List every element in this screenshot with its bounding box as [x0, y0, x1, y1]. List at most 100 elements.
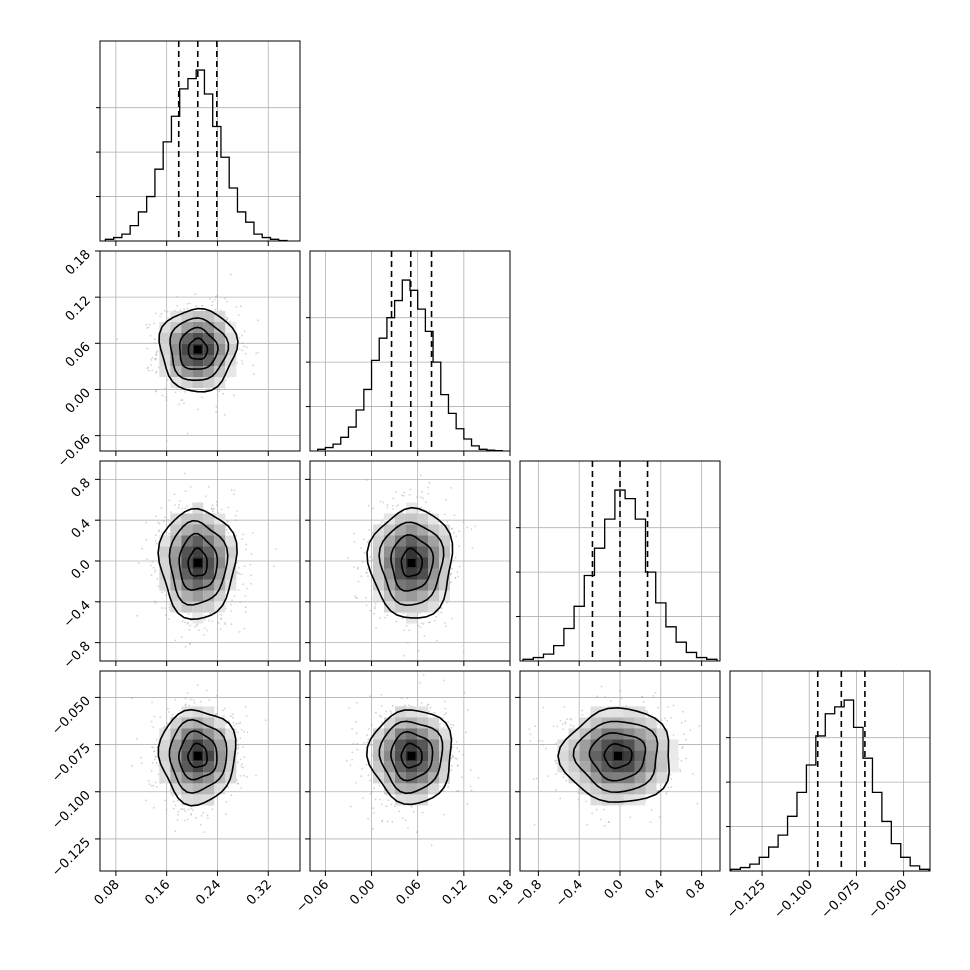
- scatter-point: [417, 649, 420, 652]
- density-cell: [417, 590, 428, 602]
- scatter-point: [380, 705, 383, 707]
- scatter-point: [229, 273, 232, 276]
- y-tick-label: −0.125: [49, 835, 94, 880]
- scatter-point: [181, 620, 184, 622]
- density-cell: [203, 322, 215, 333]
- scatter-point: [150, 784, 153, 787]
- density-cell: [417, 794, 428, 806]
- scatter-point: [474, 525, 476, 528]
- scatter-point: [204, 618, 206, 621]
- scatter-point: [244, 595, 247, 597]
- scatter-point: [427, 492, 430, 495]
- density-cell: [417, 601, 428, 613]
- scatter-point: [402, 494, 405, 497]
- scatter-point: [440, 611, 443, 614]
- scatter-point: [365, 763, 368, 766]
- scatter-point: [216, 388, 219, 391]
- scatter-point: [264, 719, 267, 722]
- scatter-point: [236, 362, 239, 364]
- scatter-point: [445, 712, 447, 715]
- density-cell: [406, 728, 417, 740]
- density-peak: [407, 751, 416, 760]
- density-cell: [417, 717, 428, 729]
- scatter-point: [161, 394, 164, 397]
- scatter-point: [168, 603, 171, 606]
- scatter-point: [402, 612, 405, 615]
- scatter-point: [238, 337, 241, 339]
- scatter-point: [160, 312, 163, 315]
- scatter-point: [444, 707, 447, 710]
- density-cell: [225, 728, 237, 740]
- scatter-point: [404, 704, 406, 707]
- density-cell: [159, 557, 171, 569]
- scatter-point: [385, 710, 388, 713]
- scatter-point: [428, 481, 431, 484]
- scatter-point: [168, 499, 171, 502]
- scatter-point: [149, 334, 152, 337]
- scatter-point: [164, 387, 167, 390]
- scatter-point: [140, 756, 142, 759]
- contour-line: [187, 547, 208, 577]
- density-cell: [159, 568, 171, 580]
- density-cell: [170, 783, 182, 795]
- scatter-point: [194, 625, 197, 628]
- scatter-point: [243, 730, 245, 733]
- density-cell: [203, 311, 215, 322]
- scatter-point: [371, 790, 374, 793]
- scatter-point: [374, 798, 377, 801]
- density-cell: [428, 546, 439, 558]
- scatter-point: [151, 560, 154, 563]
- scatter-point: [233, 724, 236, 727]
- scatter-point: [220, 617, 223, 620]
- scatter-point: [379, 617, 382, 619]
- scatter-point: [246, 731, 249, 734]
- scatter-point: [382, 501, 385, 504]
- scatter-point: [180, 399, 183, 402]
- scatter-point: [202, 634, 205, 636]
- density-cell: [417, 728, 428, 740]
- scatter-point: [165, 396, 168, 399]
- scatter-point: [360, 775, 362, 778]
- scatter-point: [450, 572, 452, 575]
- scatter-point: [244, 611, 247, 614]
- scatter-point: [242, 766, 244, 769]
- scatter-point: [204, 495, 207, 498]
- scatter-point: [239, 774, 242, 777]
- scatter-point: [422, 674, 425, 676]
- scatter-point: [407, 642, 409, 644]
- scatter-point: [367, 738, 370, 741]
- scatter-point: [183, 390, 186, 393]
- density-cell: [170, 761, 182, 773]
- contour-line: [400, 547, 423, 578]
- scatter-point: [435, 615, 438, 618]
- density-cell: [395, 513, 406, 525]
- scatter-point: [241, 342, 244, 345]
- scatter-panel-2-3: −0.8 −0.4 0.0 0.4 0.8: [512, 670, 721, 910]
- density-cell: [225, 739, 237, 751]
- scatter-point: [187, 621, 189, 624]
- density-cell: [159, 366, 171, 377]
- scatter-point: [160, 607, 163, 609]
- scatter-point: [255, 352, 257, 355]
- scatter-point: [236, 748, 239, 750]
- x-tick-label: −0.06: [293, 877, 332, 916]
- scatter-point: [255, 774, 257, 777]
- scatter-point: [462, 651, 465, 654]
- scatter-point: [455, 757, 458, 760]
- density-cell: [384, 524, 395, 536]
- scatter-point: [155, 786, 158, 788]
- density-cell: [214, 728, 226, 740]
- scatter-point: [446, 601, 449, 604]
- scatter-point: [164, 799, 167, 802]
- density-cell: [181, 717, 193, 729]
- scatter-point: [181, 808, 184, 811]
- density-cell: [192, 590, 204, 602]
- contour-line: [168, 718, 228, 794]
- scatter-point: [365, 604, 368, 607]
- scatter-point: [220, 613, 222, 616]
- density-cell: [395, 579, 406, 591]
- scatter-point: [444, 724, 447, 727]
- density-cell: [181, 728, 193, 740]
- scatter-point: [447, 721, 450, 723]
